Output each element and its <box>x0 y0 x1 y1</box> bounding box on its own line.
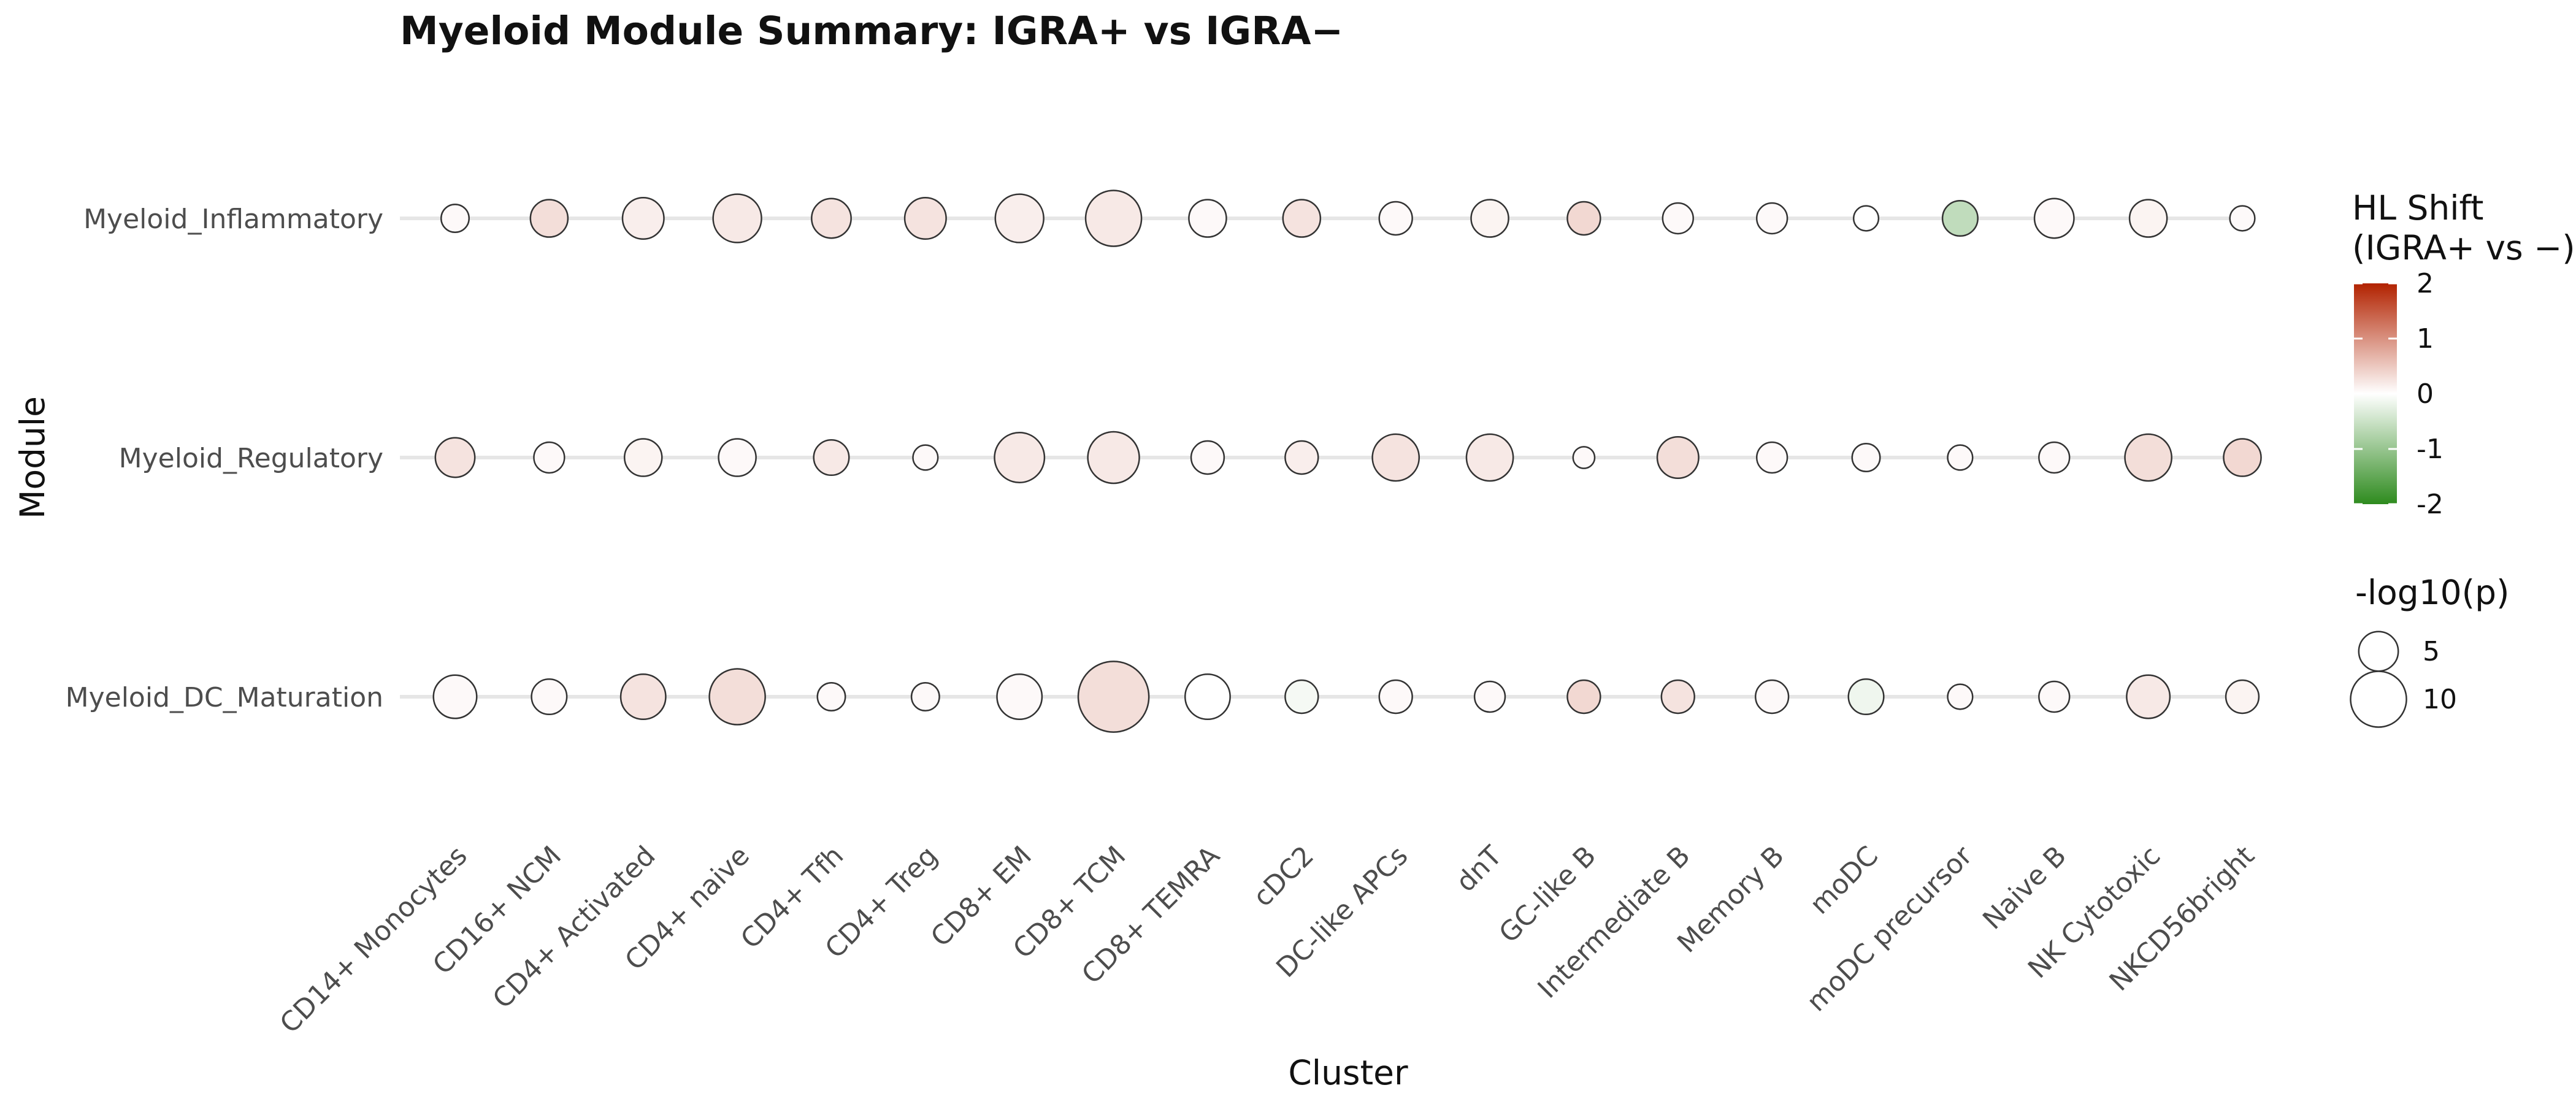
data-point <box>2038 680 2071 713</box>
data-point <box>621 196 665 240</box>
data-point <box>432 674 478 719</box>
data-point <box>912 444 939 471</box>
size-legend-key <box>2350 670 2407 728</box>
color-bar-label: 1 <box>2417 323 2434 355</box>
data-point <box>2229 205 2256 232</box>
data-point <box>2124 433 2172 482</box>
data-point <box>1847 678 1885 716</box>
color-legend-title: HL Shift <box>2352 188 2484 228</box>
color-legend: HL Shift(IGRA+ vs −)210-1-2-log10(p)510 <box>2350 188 2575 728</box>
data-point <box>2126 674 2171 719</box>
data-point <box>1755 202 1788 235</box>
color-bar-label: 0 <box>2417 378 2434 410</box>
data-point <box>1572 446 1596 469</box>
data-point <box>1378 679 1413 715</box>
data-point <box>623 438 663 477</box>
size-legend-key <box>2358 631 2399 672</box>
data-point <box>1465 433 1514 482</box>
data-point <box>2033 197 2075 239</box>
data-point <box>910 681 940 712</box>
size-legend-label: 10 <box>2423 684 2457 715</box>
data-point <box>529 199 569 238</box>
data-point <box>1566 679 1601 715</box>
data-point <box>434 437 476 478</box>
data-point <box>1470 199 1509 238</box>
data-point <box>1184 673 1231 720</box>
data-point <box>1077 661 1150 733</box>
data-point <box>1282 199 1322 238</box>
x-tick-label: CD4+ Activated <box>487 840 662 1015</box>
data-point <box>1378 201 1413 236</box>
data-point <box>1662 202 1694 235</box>
data-point <box>1947 683 1974 710</box>
data-point <box>1371 433 1420 482</box>
x-axis-title: Cluster <box>1288 1053 1408 1092</box>
data-point <box>2223 438 2262 477</box>
x-tick-label: CD14+ Monocytes <box>274 840 473 1040</box>
data-point <box>816 681 846 712</box>
y-tick-label: Myeloid_Inflammatory <box>83 204 383 235</box>
chart-title: Myeloid Module Summary: IGRA+ vs IGRA− <box>400 9 1344 53</box>
data-point <box>2038 441 2071 474</box>
data-point <box>1852 205 1880 232</box>
size-legend-label: 5 <box>2423 636 2440 667</box>
x-tick-label: dnT <box>1450 840 1508 899</box>
data-point <box>533 441 565 474</box>
x-tick-label: cDC2 <box>1247 840 1320 913</box>
data-point <box>1660 679 1695 715</box>
data-point <box>1087 431 1140 485</box>
data-point <box>996 673 1043 720</box>
data-point <box>811 197 852 239</box>
y-tick-label: Myeloid_DC_Maturation <box>66 682 383 713</box>
data-point <box>1754 679 1790 715</box>
data-point <box>994 432 1046 483</box>
data-point <box>1947 444 1974 471</box>
y-tick-label: Myeloid_Regulatory <box>119 443 383 474</box>
data-point <box>994 193 1045 243</box>
data-point <box>619 673 667 720</box>
y-axis-title: Module <box>13 396 52 519</box>
data-point <box>718 438 757 477</box>
data-point <box>1656 435 1700 480</box>
color-bar-label: -1 <box>2417 434 2444 465</box>
data-point <box>1566 201 1601 236</box>
x-tick-label: moDC precursor <box>1801 840 1979 1018</box>
data-point <box>813 439 850 477</box>
data-point <box>903 196 947 240</box>
data-point <box>1284 440 1319 475</box>
plot-area <box>400 190 2262 733</box>
color-bar-label: 2 <box>2417 268 2434 299</box>
data-point <box>708 668 766 726</box>
data-point <box>1190 440 1225 475</box>
data-point <box>1084 190 1143 247</box>
data-point <box>1473 680 1506 713</box>
data-point <box>1755 441 1788 474</box>
color-bar-label: -2 <box>2417 489 2444 520</box>
data-point <box>1188 199 1227 238</box>
size-legend-title: -log10(p) <box>2355 573 2510 612</box>
x-tick-label: Naive B <box>1977 840 2072 936</box>
x-tick-label: moDC <box>1804 840 1884 921</box>
data-point <box>1851 442 1881 473</box>
data-point <box>1284 679 1319 715</box>
data-point <box>531 678 568 716</box>
data-point <box>712 193 762 243</box>
data-point <box>440 203 470 234</box>
data-point <box>2128 199 2168 238</box>
data-point <box>2225 679 2260 715</box>
color-legend-subtitle: (IGRA+ vs −) <box>2352 228 2575 267</box>
data-point <box>1941 199 1979 237</box>
